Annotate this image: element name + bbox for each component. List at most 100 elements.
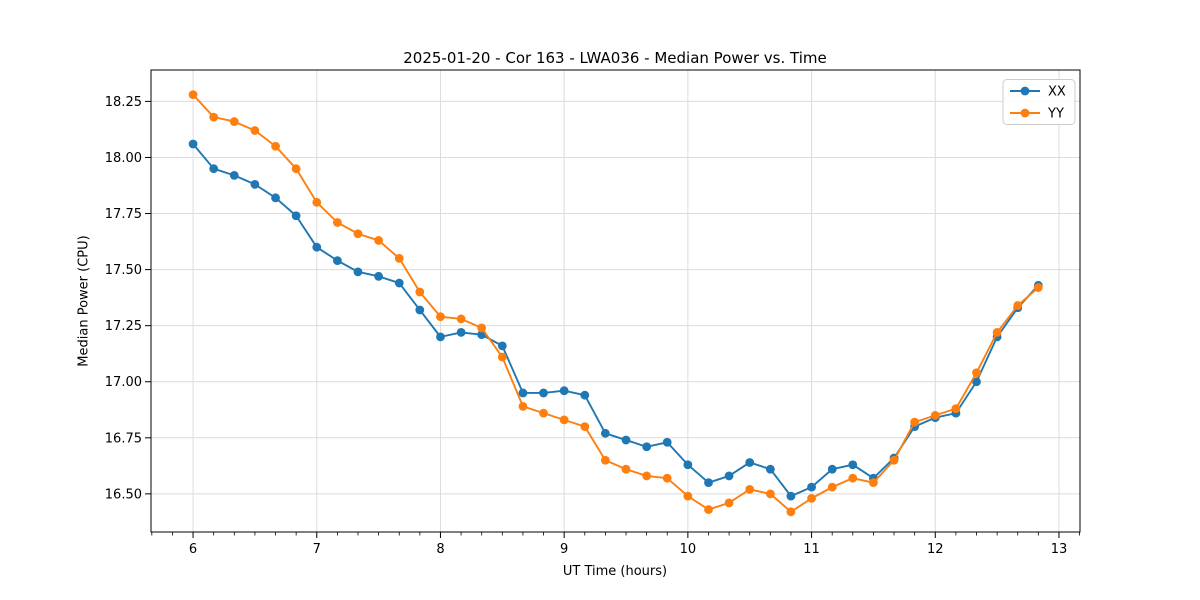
data-point-YY xyxy=(972,368,981,378)
data-point-XX xyxy=(229,171,239,180)
data-point-YY xyxy=(910,417,920,427)
x-tick-label: 8 xyxy=(436,542,444,557)
data-point-XX xyxy=(683,460,693,470)
data-point-XX xyxy=(394,278,404,288)
data-point-XX xyxy=(518,388,528,398)
data-point-YY xyxy=(456,314,466,324)
data-point-YY xyxy=(662,473,672,483)
data-point-XX xyxy=(745,458,755,467)
data-point-YY xyxy=(951,404,961,414)
data-point-XX xyxy=(353,267,363,277)
y-tick-label: 17.75 xyxy=(105,207,142,222)
series-line-XX xyxy=(192,143,1040,498)
data-point-YY xyxy=(539,408,548,418)
y-tick-label: 17.25 xyxy=(105,319,142,334)
data-point-YY xyxy=(1033,283,1043,292)
data-point-YY xyxy=(889,455,899,465)
data-point-XX xyxy=(539,388,548,398)
data-point-YY xyxy=(600,455,610,465)
data-point-XX xyxy=(456,327,466,337)
legend-label-XX: XX xyxy=(1048,85,1066,100)
data-point-YY xyxy=(580,422,590,431)
data-point-YY xyxy=(992,327,1002,337)
data-point-YY xyxy=(312,197,322,207)
y-tick-label: 18.00 xyxy=(105,151,142,166)
y-tick-label: 17.50 xyxy=(105,263,142,278)
data-point-YY xyxy=(827,482,837,492)
data-point-YY xyxy=(765,489,775,499)
data-point-YY xyxy=(271,141,280,151)
y-tick-label: 16.75 xyxy=(105,431,142,446)
x-tick-label: 9 xyxy=(560,542,568,557)
data-point-YY xyxy=(869,478,878,488)
data-point-YY xyxy=(642,471,652,481)
data-point-XX xyxy=(374,271,384,281)
data-point-YY xyxy=(704,505,713,514)
data-point-XX xyxy=(333,256,342,266)
x-tick-label: 11 xyxy=(803,542,820,557)
data-point-XX xyxy=(312,242,322,252)
chart-title: 2025-01-20 - Cor 163 - LWA036 - Median P… xyxy=(403,49,827,67)
data-point-XX xyxy=(188,139,198,149)
data-point-YY xyxy=(683,491,693,501)
legend-marker xyxy=(1020,86,1030,96)
data-point-XX xyxy=(497,341,507,351)
data-point-YY xyxy=(477,323,487,333)
data-point-XX xyxy=(807,482,816,492)
data-point-XX xyxy=(765,464,775,474)
x-axis-label: UT Time (hours) xyxy=(562,564,668,579)
legend-label-YY: YY xyxy=(1047,107,1064,122)
data-point-XX xyxy=(415,305,425,315)
series-line-YY xyxy=(192,93,1040,513)
data-point-YY xyxy=(374,236,384,245)
data-point-YY xyxy=(229,117,239,126)
x-tick-label: 6 xyxy=(189,542,197,557)
y-tick-label: 16.50 xyxy=(105,487,142,502)
data-point-YY xyxy=(930,410,940,420)
data-point-XX xyxy=(972,377,981,387)
x-tick-label: 12 xyxy=(927,542,944,557)
data-point-YY xyxy=(848,473,858,483)
x-tick-label: 7 xyxy=(313,542,321,557)
data-point-XX xyxy=(291,211,301,221)
x-tick-label: 10 xyxy=(680,542,697,557)
y-tick-label: 17.00 xyxy=(105,375,142,390)
data-point-YY xyxy=(621,464,631,474)
data-point-YY xyxy=(724,498,734,508)
data-point-XX xyxy=(250,179,260,189)
data-point-XX xyxy=(436,332,445,342)
data-point-XX xyxy=(580,390,590,400)
data-point-YY xyxy=(333,218,342,227)
legend-marker xyxy=(1020,108,1030,118)
data-point-YY xyxy=(353,229,363,239)
data-point-YY xyxy=(188,90,198,100)
data-point-YY xyxy=(1013,301,1023,310)
data-point-YY xyxy=(786,507,796,517)
data-point-XX xyxy=(662,437,672,447)
data-point-YY xyxy=(291,164,301,174)
data-point-YY xyxy=(559,415,569,425)
data-point-XX xyxy=(786,491,796,501)
x-tick-label: 13 xyxy=(1051,542,1068,557)
data-point-XX xyxy=(600,428,610,438)
data-point-XX xyxy=(271,193,280,203)
data-point-YY xyxy=(209,112,219,122)
data-point-YY xyxy=(518,402,528,411)
data-point-YY xyxy=(415,287,425,297)
data-point-XX xyxy=(724,471,734,481)
data-point-XX xyxy=(642,442,652,452)
data-point-YY xyxy=(745,484,755,494)
data-point-XX xyxy=(848,460,858,470)
y-axis-label: Median Power (CPU) xyxy=(76,235,92,367)
data-point-YY xyxy=(497,352,507,362)
data-point-XX xyxy=(827,464,837,474)
data-point-XX xyxy=(559,386,569,396)
data-point-YY xyxy=(436,312,445,322)
data-point-XX xyxy=(209,164,219,174)
axes-spines xyxy=(150,69,1081,533)
y-tick-label: 18.25 xyxy=(105,95,142,110)
data-point-YY xyxy=(250,126,260,135)
data-point-YY xyxy=(807,493,816,503)
